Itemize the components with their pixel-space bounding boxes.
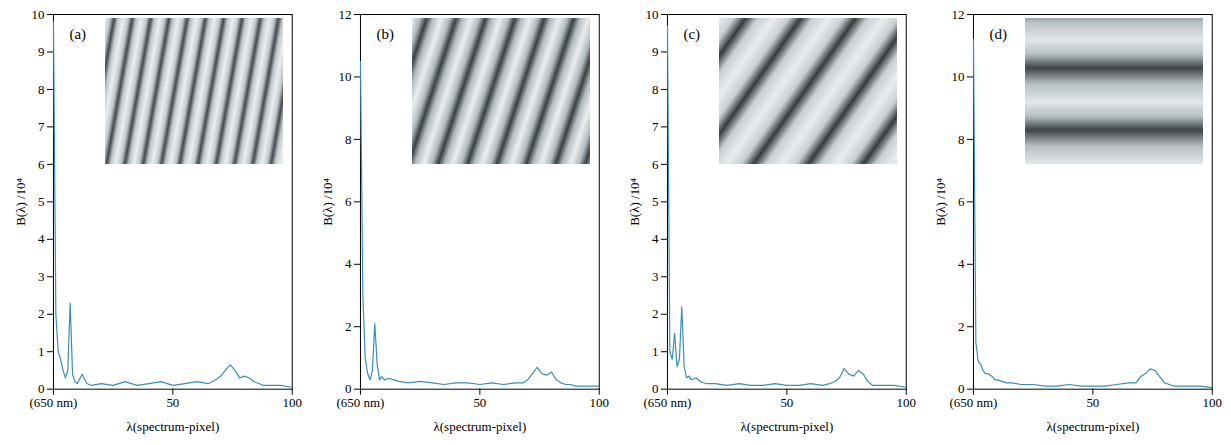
svg-text:12: 12 [338,7,351,22]
svg-text:50: 50 [780,395,793,410]
svg-text:(650 nm): (650 nm) [336,395,384,410]
svg-text:2: 2 [345,319,351,334]
svg-text:B(λ) /10⁴: B(λ) /10⁴ [13,177,28,225]
svg-text:(c): (c) [683,26,700,43]
svg-text:(a): (a) [69,26,86,43]
svg-text:5: 5 [38,194,44,209]
svg-text:(d): (d) [990,26,1007,43]
svg-text:λ(spectrum-pixel): λ(spectrum-pixel) [740,419,833,434]
svg-text:100: 100 [589,395,608,410]
svg-text:0: 0 [345,381,351,396]
svg-text:2: 2 [38,306,44,321]
svg-text:(650 nm): (650 nm) [950,395,998,410]
svg-text:50: 50 [473,395,486,410]
svg-text:8: 8 [345,132,351,147]
svg-text:10: 10 [31,7,44,22]
svg-text:λ(spectrum-pixel): λ(spectrum-pixel) [127,419,220,434]
svg-text:4: 4 [38,231,45,246]
svg-text:4: 4 [345,256,352,271]
svg-text:12: 12 [952,7,965,22]
svg-text:4: 4 [651,231,658,246]
svg-text:0: 0 [38,381,44,396]
svg-text:6: 6 [345,194,352,209]
svg-text:5: 5 [651,194,657,209]
svg-text:10: 10 [338,69,351,84]
svg-text:4: 4 [958,256,965,271]
svg-text:λ(spectrum-pixel): λ(spectrum-pixel) [433,419,526,434]
svg-text:B(λ) /10⁴: B(λ) /10⁴ [319,177,334,225]
svg-text:2: 2 [958,319,964,334]
svg-text:50: 50 [1087,395,1100,410]
svg-text:8: 8 [38,82,44,97]
svg-text:B(λ) /10⁴: B(λ) /10⁴ [933,177,948,225]
svg-text:0: 0 [958,381,964,396]
svg-text:B(λ) /10⁴: B(λ) /10⁴ [626,177,641,225]
svg-text:1: 1 [38,344,44,359]
svg-text:8: 8 [651,82,657,97]
svg-text:3: 3 [38,269,44,284]
svg-text:100: 100 [1203,395,1222,410]
svg-text:7: 7 [651,119,658,134]
svg-text:7: 7 [38,119,45,134]
svg-text:(650 nm): (650 nm) [643,395,691,410]
svg-text:0: 0 [651,381,657,396]
svg-text:(b): (b) [376,26,393,43]
svg-text:9: 9 [38,44,44,59]
svg-text:100: 100 [283,395,302,410]
svg-text:9: 9 [651,44,657,59]
svg-text:10: 10 [645,7,658,22]
svg-text:6: 6 [958,194,965,209]
svg-text:(650 nm): (650 nm) [30,395,78,410]
svg-text:100: 100 [896,395,915,410]
svg-text:3: 3 [651,269,657,284]
svg-text:10: 10 [952,69,965,84]
svg-text:6: 6 [651,157,658,172]
svg-text:50: 50 [166,395,179,410]
svg-text:6: 6 [38,157,45,172]
svg-text:2: 2 [651,306,657,321]
svg-text:8: 8 [958,132,964,147]
svg-text:1: 1 [651,344,657,359]
svg-text:λ(spectrum-pixel): λ(spectrum-pixel) [1047,419,1140,434]
